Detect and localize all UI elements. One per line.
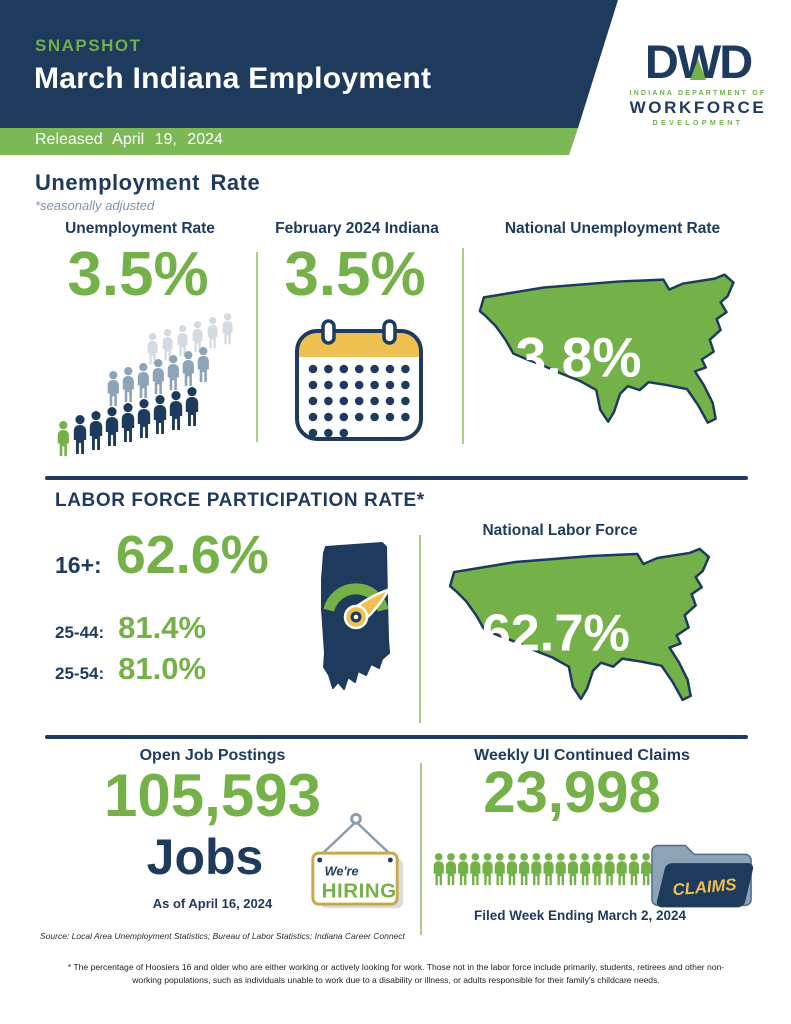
claims-value: 23,998 bbox=[483, 760, 661, 825]
header-banner bbox=[0, 0, 618, 128]
footnote-text: * The percentage of Hoosiers 16 and olde… bbox=[67, 962, 725, 986]
lfpr-row-25-44: 25-44: 81.4% bbox=[55, 612, 206, 643]
prior-month-value: 3.5% bbox=[284, 240, 426, 309]
divider-bottom bbox=[420, 763, 422, 935]
prior-month-label: February 2024 Indiana bbox=[275, 220, 439, 237]
seasonally-adjusted-note: *seasonally adjusted bbox=[35, 198, 155, 213]
lfpr-row-16plus: 16+: 62.6% bbox=[55, 528, 269, 582]
people-crowd-icon bbox=[57, 313, 233, 457]
age-25-54-label: 25-54: bbox=[55, 664, 105, 683]
hiring-sign-icon: We're HIRING bbox=[311, 812, 404, 909]
snapshot-eyebrow: SNAPSHOT bbox=[35, 36, 142, 55]
claims-people-icon bbox=[433, 853, 676, 886]
logo-workforce: WORKFORCE bbox=[629, 98, 767, 117]
divider-rule-2 bbox=[45, 735, 748, 739]
jobs-label: Open Job Postings bbox=[139, 747, 286, 764]
us-map-unemployment-icon: 3.8% bbox=[478, 273, 735, 424]
page-title: March Indiana Employment bbox=[34, 62, 432, 95]
jobs-unit: Jobs bbox=[146, 829, 264, 885]
jobs-value: 105,593 bbox=[104, 762, 321, 829]
lfpr-title: LABOR FORCE PARTICIPATION RATE* bbox=[55, 490, 425, 511]
jobs-asof: As of April 16, 2024 bbox=[152, 896, 273, 911]
logo-dept-line: INDIANA DEPARTMENT OF bbox=[629, 90, 767, 97]
national-labor-value: 62.7% bbox=[482, 605, 630, 663]
logo-triangle-icon bbox=[690, 59, 706, 80]
released-date: Released April 19, 2024 bbox=[35, 131, 223, 148]
sign-hiring-text: HIRING bbox=[322, 879, 397, 902]
age-25-44-value: 81.4% bbox=[118, 610, 207, 645]
age-16plus-value: 62.6% bbox=[115, 525, 269, 585]
age-25-44-label: 25-44: bbox=[55, 623, 105, 642]
section-title-unemployment: Unemployment Rate bbox=[35, 170, 261, 195]
source-text: Source: Local Area Unemployment Statisti… bbox=[40, 931, 405, 941]
divider-col1 bbox=[256, 252, 258, 442]
divider-lfpr bbox=[419, 535, 421, 723]
dwd-logo: DW D INDIANA DEPARTMENT OF WORKFORCE DEVE… bbox=[614, 38, 782, 127]
lfpr-row-25-54: 25-54: 81.0% bbox=[55, 653, 206, 684]
claims-label: Weekly UI Continued Claims bbox=[474, 747, 690, 764]
national-labor-label: National Labor Force bbox=[482, 522, 638, 539]
released-bar bbox=[0, 128, 578, 155]
age-25-54-value: 81.0% bbox=[118, 651, 207, 686]
national-rate-value: 3.8% bbox=[516, 326, 642, 388]
indiana-gauge-icon bbox=[321, 542, 391, 690]
dwd-acronym: DW D bbox=[644, 35, 753, 88]
claims-folder-icon: CLAIMS bbox=[651, 844, 754, 908]
indiana-rate-value: 3.5% bbox=[67, 240, 209, 309]
national-rate-label: National Unemployment Rate bbox=[504, 220, 721, 237]
claims-filed-label: Filed Week Ending March 2, 2024 bbox=[473, 908, 687, 923]
calendar-icon bbox=[295, 319, 423, 441]
age-16plus-label: 16+: bbox=[55, 552, 102, 578]
logo-development: DEVELOPMENT bbox=[652, 120, 744, 127]
indiana-rate-label: Unemployment Rate bbox=[65, 220, 215, 237]
sign-were-text: We're bbox=[325, 864, 359, 879]
divider-col2 bbox=[462, 248, 464, 444]
divider-rule-1 bbox=[45, 476, 748, 480]
us-map-labor-force-icon: 62.7% bbox=[448, 547, 711, 702]
